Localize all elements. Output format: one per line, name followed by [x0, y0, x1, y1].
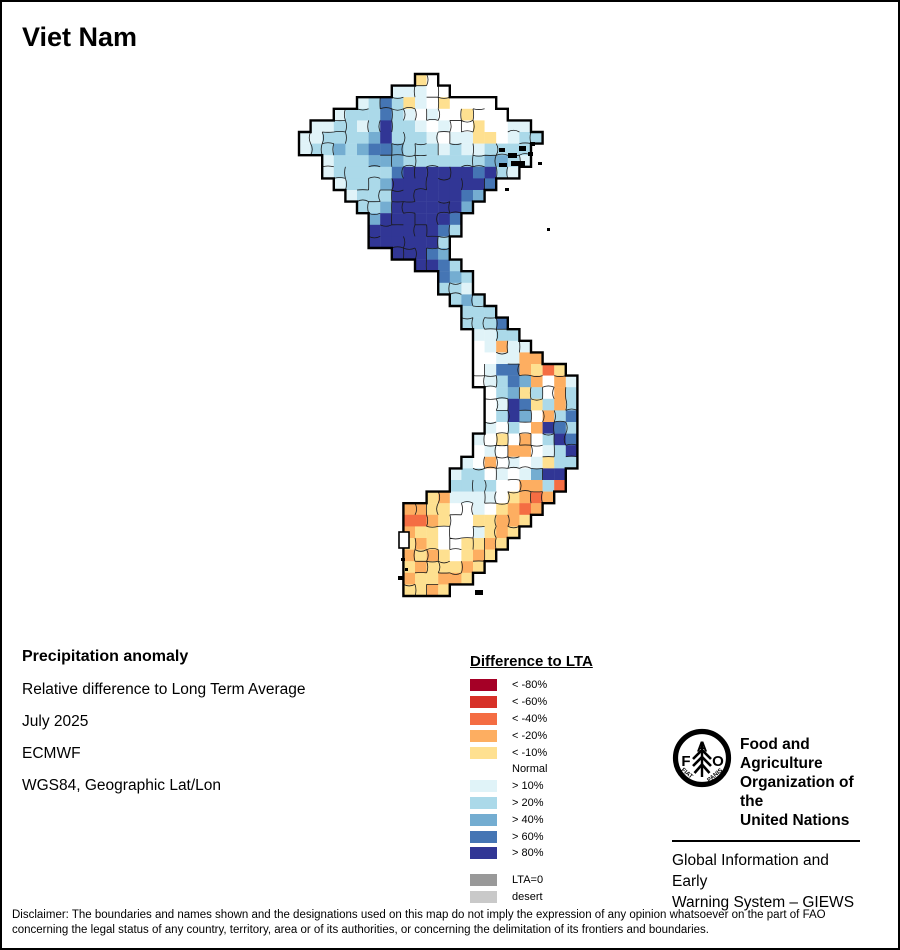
legend-label: < -40% — [512, 712, 548, 725]
legend-items: < -80% < -60% < -40% < -20% < -10% Normal > 10… — [470, 677, 630, 862]
giews-label-line: Global Information and Early — [672, 852, 829, 890]
legend-label: < -60% — [512, 696, 548, 709]
legend-title: Difference to LTA — [470, 653, 593, 670]
fao-block: F A O FIAT PANIS Food and Agriculture Or… — [672, 728, 864, 913]
legend-item: > 80% — [470, 845, 630, 862]
legend: Difference to LTA < -80% < -60% < -40% < -2… — [470, 653, 630, 905]
legend-item: < -10% — [470, 744, 630, 761]
legend-item: < -40% — [470, 711, 630, 728]
legend-label: LTA=0 — [512, 874, 544, 887]
legend-swatch — [470, 763, 497, 776]
legend-label: < -80% — [512, 679, 548, 692]
legend-item: desert — [470, 889, 630, 906]
legend-swatch — [470, 796, 497, 809]
legend-extra-items: LTA=0 desert — [470, 872, 630, 906]
legend-label: > 10% — [512, 780, 544, 793]
legend-label: > 40% — [512, 813, 544, 826]
wheat-ear-icon — [692, 748, 712, 774]
info-subtitle: Relative difference to Long Term Average — [22, 681, 306, 698]
legend-swatch — [470, 679, 497, 692]
legend-item: < -60% — [470, 694, 630, 711]
legend-label: > 20% — [512, 796, 544, 809]
legend-item: > 20% — [470, 795, 630, 812]
fao-org-name-line: United Nations — [740, 812, 850, 829]
legend-label: Normal — [512, 763, 548, 776]
legend-item: LTA=0 — [470, 872, 630, 889]
legend-swatch — [470, 847, 497, 860]
fao-org-name-line: Food and Agriculture — [740, 736, 823, 772]
legend-label: < -10% — [512, 746, 548, 759]
info-heading: Precipitation anomaly — [22, 648, 189, 665]
info-projection: WGS84, Geographic Lat/Lon — [22, 777, 222, 794]
fao-org-name: Food and Agriculture Organization of the… — [740, 728, 864, 830]
legend-swatch — [470, 712, 497, 725]
fao-org-name-line: Organization of the — [740, 774, 854, 810]
legend-swatch — [470, 780, 497, 793]
legend-swatch — [470, 830, 497, 843]
legend-swatch — [470, 746, 497, 759]
legend-label: > 80% — [512, 847, 544, 860]
page-title: Viet Nam — [22, 22, 138, 52]
info-source: ECMWF — [22, 745, 81, 762]
legend-item: < -80% — [470, 677, 630, 694]
legend-swatch — [470, 890, 497, 903]
info-period: July 2025 — [22, 713, 89, 730]
legend-label: desert — [512, 890, 543, 903]
province-borders — [308, 73, 578, 597]
fao-logo-letter-f: F — [681, 753, 690, 770]
divider-line — [672, 840, 860, 842]
disclaimer-line: Disclaimer: The boundaries and names sho… — [12, 909, 826, 921]
fao-logo-letter-o: O — [712, 753, 724, 770]
legend-swatch — [470, 729, 497, 742]
giews-label: Global Information and Early Warning Sys… — [672, 850, 864, 913]
legend-item: < -20% — [470, 727, 630, 744]
legend-item: > 60% — [470, 828, 630, 845]
legend-swatch — [470, 696, 497, 709]
legend-label: > 60% — [512, 830, 544, 843]
disclaimer-line: concerning the legal status of any count… — [12, 924, 709, 936]
fao-logo-icon: F A O FIAT PANIS — [672, 728, 732, 788]
legend-label: < -20% — [512, 729, 548, 742]
disclaimer: Disclaimer: The boundaries and names sho… — [12, 908, 892, 938]
legend-swatch — [470, 874, 497, 887]
info-block: Precipitation anomaly Relative differenc… — [22, 648, 306, 809]
legend-item: > 40% — [470, 811, 630, 828]
giews-label-line: Warning System – GIEWS — [672, 894, 855, 911]
legend-swatch — [470, 813, 497, 826]
islands-layer — [398, 142, 550, 595]
legend-item: Normal — [470, 761, 630, 778]
legend-item: > 10% — [470, 778, 630, 795]
